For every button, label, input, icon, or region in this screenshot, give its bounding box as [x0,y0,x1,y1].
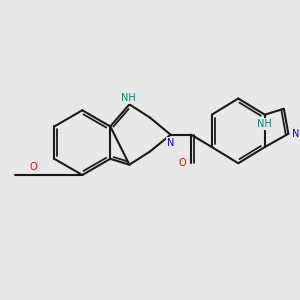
Text: NH: NH [122,93,136,103]
Text: N: N [167,138,174,148]
Text: NH: NH [257,119,272,129]
Text: N: N [292,129,299,139]
Text: O: O [29,162,37,172]
Text: O: O [178,158,186,168]
